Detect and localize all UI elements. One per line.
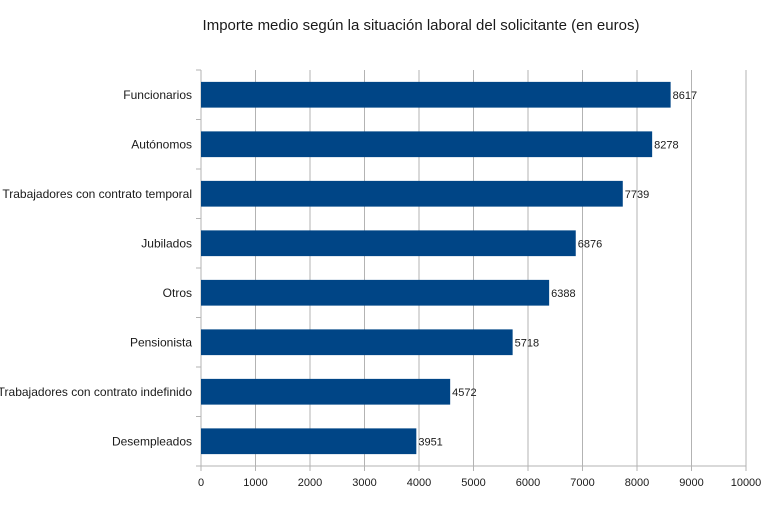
category-label: Autónomos	[131, 137, 192, 151]
x-tick-label: 5000	[461, 477, 485, 489]
bar	[201, 230, 576, 257]
x-tick-labels: 0 1000 2000 3000 4000 5000 6000 7000 8000 9000 100…	[198, 477, 761, 489]
bar	[201, 279, 550, 306]
data-label: 6388	[551, 288, 575, 300]
data-label: 4572	[452, 387, 476, 399]
x-tick-label: 4000	[407, 477, 431, 489]
gridlines	[196, 69, 747, 471]
chart-title: Importe medio según la situación laboral…	[203, 17, 640, 34]
bar	[201, 131, 653, 158]
bar	[201, 378, 451, 405]
bar	[201, 81, 671, 108]
x-tick-label: 10000	[731, 477, 762, 489]
x-tick-label: 8000	[625, 477, 649, 489]
bar	[201, 428, 417, 455]
bar	[201, 180, 623, 207]
category-label: Trabajadores con contrato indefinido	[0, 385, 192, 399]
x-tick-label: 6000	[516, 477, 540, 489]
bar	[201, 329, 513, 356]
data-label: 7739	[625, 189, 649, 201]
data-label: 3951	[418, 436, 442, 448]
x-tick-label: 9000	[679, 477, 703, 489]
category-labels: Funcionarios Autónomos Trabajadores con co…	[0, 88, 192, 449]
x-tick-label: 0	[198, 477, 204, 489]
category-label: Otros	[163, 286, 192, 300]
data-label: 5718	[515, 337, 539, 349]
x-tick-label: 7000	[570, 477, 594, 489]
category-label: Pensionista	[130, 335, 192, 349]
data-label: 6876	[578, 238, 602, 250]
x-tick-label: 1000	[243, 477, 267, 489]
category-label: Desempleados	[112, 434, 192, 448]
x-tick-label: 2000	[298, 477, 322, 489]
category-label: Trabajadores con contrato temporal	[2, 187, 192, 201]
data-label: 8617	[673, 90, 697, 102]
data-label: 8278	[654, 139, 678, 151]
bars	[201, 81, 671, 455]
x-tick-label: 3000	[352, 477, 376, 489]
category-label: Jubilados	[141, 236, 192, 250]
category-label: Funcionarios	[123, 88, 192, 102]
data-labels: 8617 8278 7739 6876 6388 5718 4572 3951	[418, 90, 697, 449]
